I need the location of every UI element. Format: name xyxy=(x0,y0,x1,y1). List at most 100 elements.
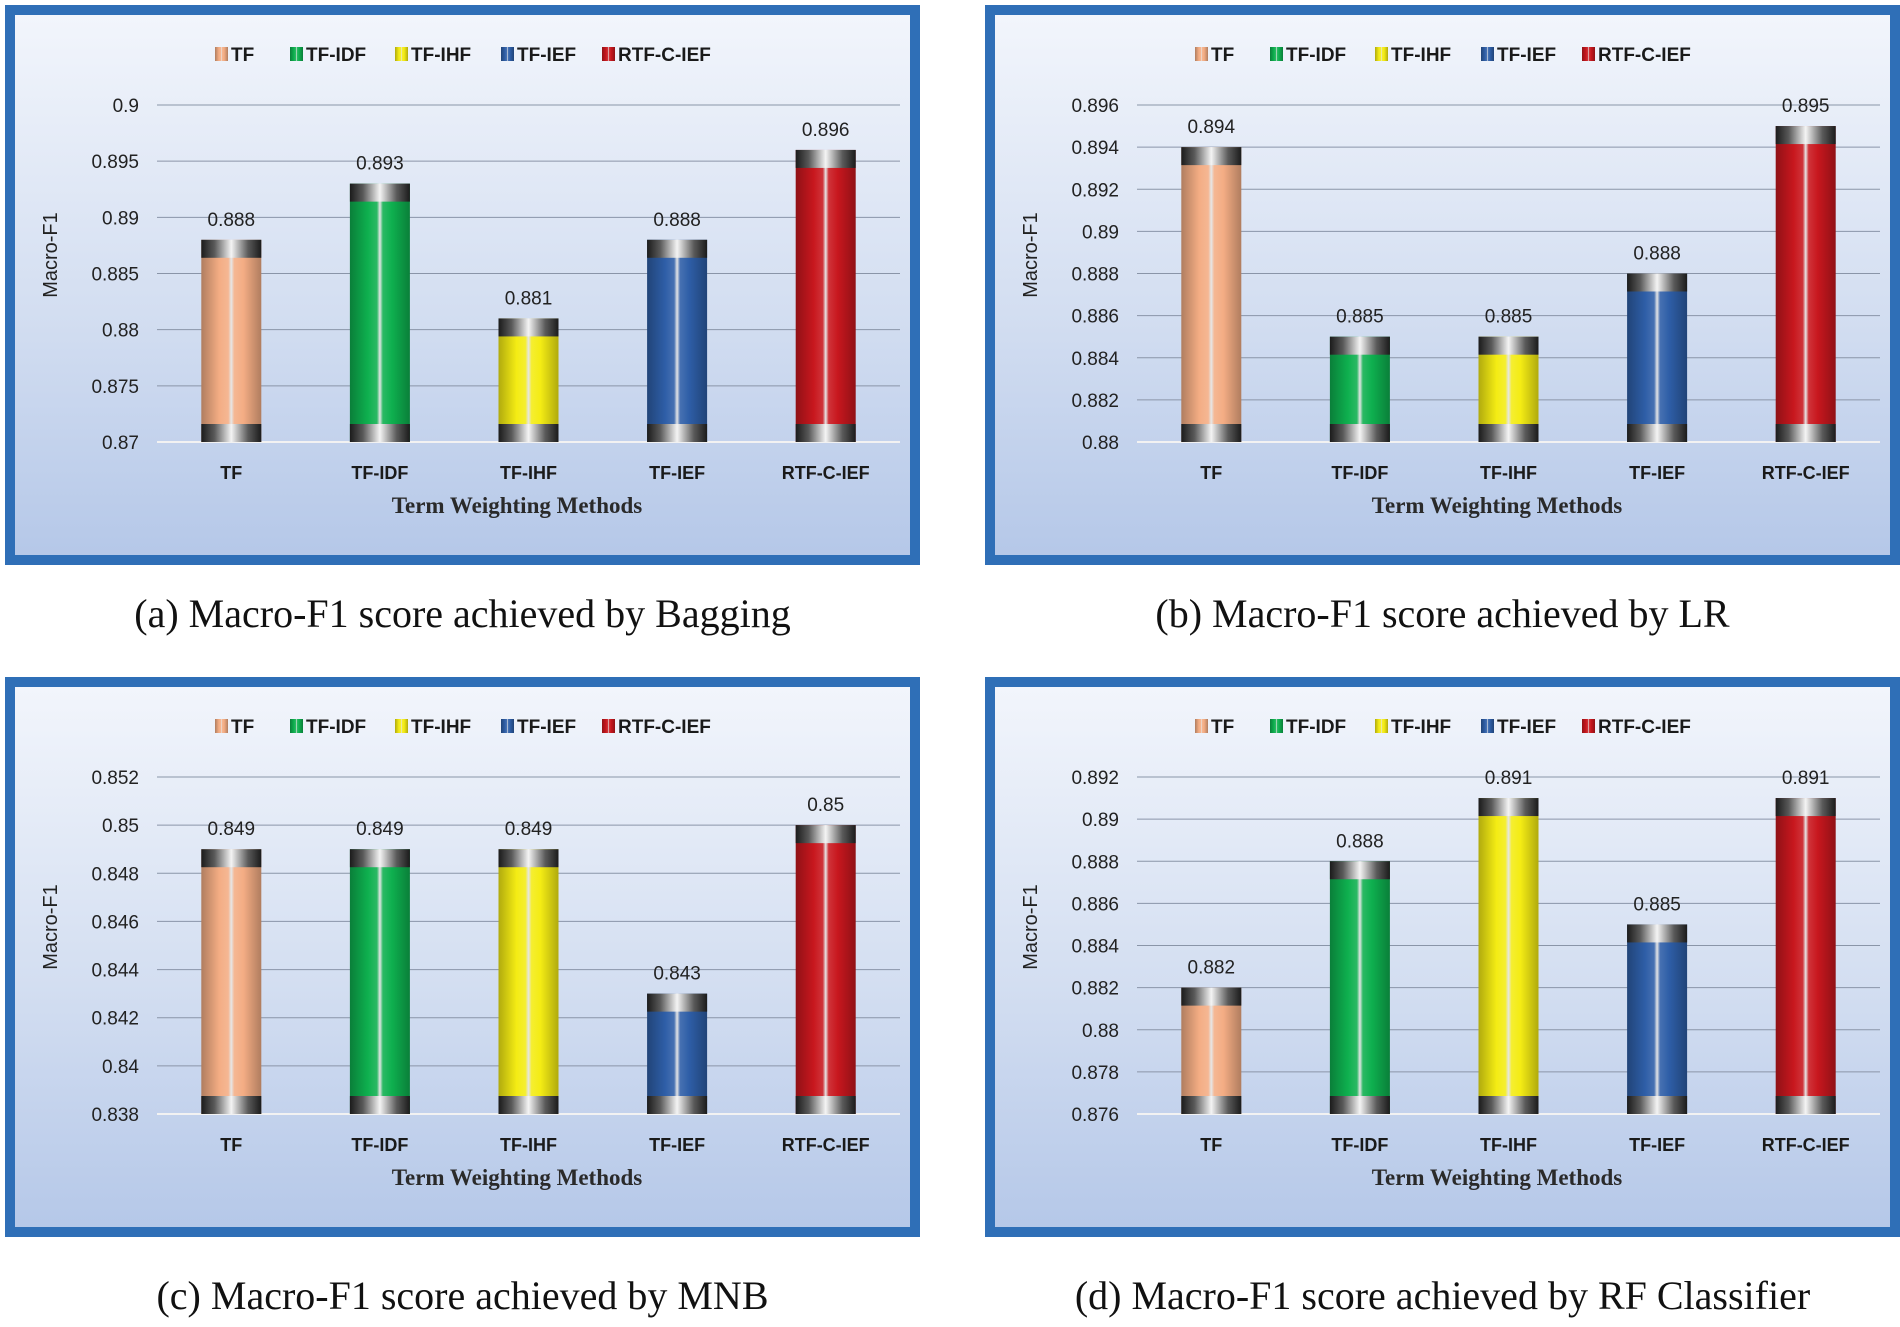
y-tick-label: 0.882 xyxy=(1071,979,1119,1000)
y-tick-label: 0.892 xyxy=(1071,180,1119,201)
data-label: 0.885 xyxy=(1485,307,1533,328)
bar-bottom-cap xyxy=(1478,424,1539,442)
bar-top-cap xyxy=(201,239,262,258)
y-axis-title: Macro-F1 xyxy=(40,884,62,970)
y-tick-label: 0.886 xyxy=(1071,894,1119,915)
legend-swatch xyxy=(602,719,615,733)
legend-swatch xyxy=(395,719,408,733)
bar xyxy=(647,993,708,1114)
y-tick-label: 0.882 xyxy=(1071,391,1119,412)
y-tick-label: 0.9 xyxy=(113,96,139,117)
legend-label: TF-IHF xyxy=(411,45,471,66)
legend-label: RTF-C-IEF xyxy=(1598,717,1691,738)
caption-c: (c) Macro-F1 score achieved by MNB xyxy=(156,1273,769,1318)
y-tick-label: 0.838 xyxy=(91,1105,139,1126)
y-tick-label: 0.885 xyxy=(91,265,139,286)
caption-b: (b) Macro-F1 score achieved by LR xyxy=(1155,591,1730,636)
data-label: 0.896 xyxy=(802,120,850,141)
legend-label: TF-IEF xyxy=(1497,717,1556,738)
bar xyxy=(498,318,559,442)
bar xyxy=(1181,147,1242,442)
bar-top-cap xyxy=(1181,147,1242,166)
legend-swatch xyxy=(501,719,514,733)
bar-bottom-cap xyxy=(1329,1096,1390,1114)
data-label: 0.885 xyxy=(1336,307,1384,328)
legend-swatch xyxy=(215,47,228,61)
bar-bottom-cap xyxy=(1775,1096,1836,1114)
data-label: 0.849 xyxy=(505,819,553,840)
y-tick-label: 0.875 xyxy=(91,377,139,398)
data-label: 0.885 xyxy=(1633,894,1681,915)
x-axis-title: Term Weighting Methods xyxy=(1372,493,1623,518)
legend-swatch xyxy=(1582,719,1595,733)
data-label: 0.891 xyxy=(1782,768,1830,789)
y-tick-label: 0.892 xyxy=(1071,768,1119,789)
x-tick-label: TF-IDF xyxy=(1331,463,1388,483)
bar-bottom-cap xyxy=(498,424,559,442)
bar-top-cap xyxy=(1329,861,1390,880)
caption-a: (a) Macro-F1 score achieved by Bagging xyxy=(134,591,791,636)
y-tick-label: 0.84 xyxy=(102,1057,139,1078)
chart-svg: 0.876 0.878 0.88 0.882 0.884 0.886 0.888 0.89 0.… xyxy=(985,677,1900,1237)
bar xyxy=(1627,924,1688,1114)
bar-top-cap xyxy=(1181,987,1242,1006)
legend-swatch xyxy=(1481,47,1494,61)
bar xyxy=(1329,861,1390,1114)
bar xyxy=(795,825,856,1114)
chart-background xyxy=(985,677,1900,1237)
bar-bottom-cap xyxy=(349,424,410,442)
data-label: 0.849 xyxy=(356,819,404,840)
bar-top-cap xyxy=(201,849,262,868)
x-tick-label: TF-IDF xyxy=(1331,1135,1388,1155)
legend-label: TF-IDF xyxy=(306,717,366,738)
y-tick-label: 0.88 xyxy=(1082,1021,1119,1042)
x-tick-label: RTF-C-IEF xyxy=(1762,1135,1850,1155)
x-tick-label: TF-IEF xyxy=(1629,1135,1685,1155)
bar-bottom-cap xyxy=(795,1096,856,1114)
data-label: 0.881 xyxy=(505,288,553,309)
data-label: 0.882 xyxy=(1188,958,1236,979)
bar xyxy=(201,849,262,1114)
y-tick-label: 0.852 xyxy=(91,768,139,789)
bar-bottom-cap xyxy=(1478,1096,1539,1114)
legend-swatch xyxy=(1195,719,1208,733)
legend-label: TF xyxy=(231,717,254,738)
bar xyxy=(647,239,708,442)
legend-swatch xyxy=(501,47,514,61)
bar-bottom-cap xyxy=(647,1096,708,1114)
data-label: 0.888 xyxy=(1633,244,1681,265)
bar-bottom-cap xyxy=(201,1096,262,1114)
legend-swatch xyxy=(602,47,615,61)
data-label: 0.888 xyxy=(653,210,701,231)
bar-top-cap xyxy=(498,318,559,337)
bar-bottom-cap xyxy=(201,424,262,442)
y-tick-label: 0.888 xyxy=(1071,852,1119,873)
bar xyxy=(201,239,262,442)
chart-background xyxy=(5,5,920,565)
x-axis-title: Term Weighting Methods xyxy=(392,493,643,518)
chart-background xyxy=(985,5,1900,565)
legend-swatch xyxy=(395,47,408,61)
bar-bottom-cap xyxy=(795,424,856,442)
bar-bottom-cap xyxy=(1627,424,1688,442)
y-tick-label: 0.884 xyxy=(1071,937,1119,958)
bar xyxy=(1775,798,1836,1114)
y-tick-label: 0.846 xyxy=(91,912,139,933)
legend-swatch xyxy=(215,719,228,733)
y-axis-title: Macro-F1 xyxy=(1020,884,1042,970)
y-tick-label: 0.89 xyxy=(1082,222,1119,243)
bar xyxy=(349,183,410,442)
legend-label: TF xyxy=(1211,717,1234,738)
bar-top-cap xyxy=(1775,798,1836,817)
bar-top-cap xyxy=(795,149,856,168)
x-tick-label: RTF-C-IEF xyxy=(782,1135,870,1155)
chart-frame xyxy=(985,5,1900,565)
legend-label: TF xyxy=(231,45,254,66)
x-tick-label: RTF-C-IEF xyxy=(1762,463,1850,483)
bar-top-cap xyxy=(1627,924,1688,943)
x-tick-label: TF-IEF xyxy=(1629,463,1685,483)
y-tick-label: 0.85 xyxy=(102,816,139,837)
bar-bottom-cap xyxy=(1329,424,1390,442)
bar-top-cap xyxy=(498,849,559,868)
y-tick-label: 0.89 xyxy=(102,208,139,229)
